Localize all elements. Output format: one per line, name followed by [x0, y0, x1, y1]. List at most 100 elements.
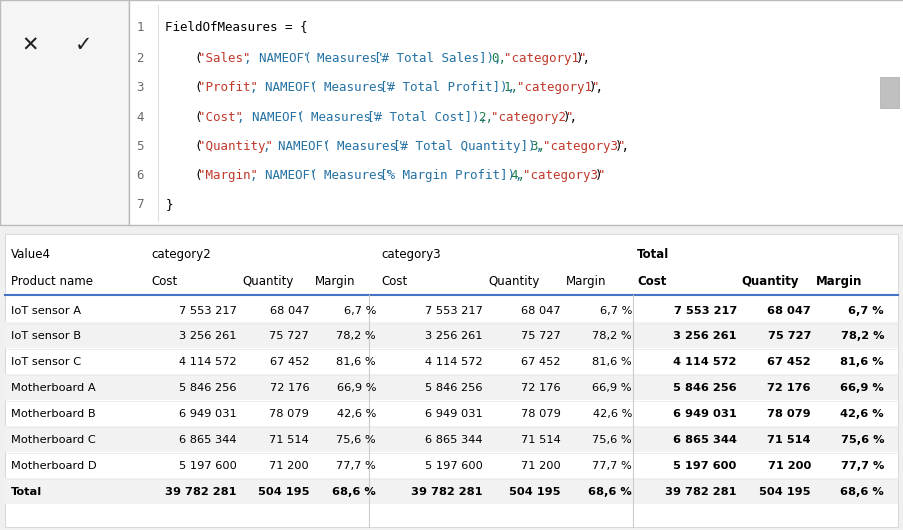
Text: 78 079: 78 079	[520, 409, 560, 419]
Text: ✕: ✕	[21, 35, 39, 55]
Text: (: (	[165, 52, 202, 65]
Text: 6,7 %: 6,7 %	[848, 306, 883, 315]
Text: (: (	[165, 81, 202, 94]
Text: , NAMEOF(: , NAMEOF(	[243, 52, 311, 65]
Text: Quantity: Quantity	[242, 275, 293, 288]
Text: 3: 3	[136, 81, 144, 94]
Text: ): )	[594, 169, 601, 182]
Text: 3 256 261: 3 256 261	[673, 331, 736, 341]
Text: 4 114 572: 4 114 572	[673, 357, 736, 367]
Text: 4 114 572: 4 114 572	[179, 357, 237, 367]
Bar	[5, 322, 897, 348]
Text: Margin: Margin	[314, 275, 355, 288]
Text: 2: 2	[136, 52, 144, 65]
Text: ' Measures': ' Measures'	[308, 81, 391, 94]
Text: 78,2 %: 78,2 %	[591, 331, 631, 341]
Text: 81,6 %: 81,6 %	[840, 357, 883, 367]
Text: 4 114 572: 4 114 572	[424, 357, 482, 367]
Text: FieldOfMeasures = {: FieldOfMeasures = {	[165, 21, 308, 33]
Text: 67 452: 67 452	[269, 357, 309, 367]
Text: Cost: Cost	[152, 275, 178, 288]
Text: 81,6 %: 81,6 %	[336, 357, 376, 367]
Text: ' Measures': ' Measures'	[321, 140, 404, 153]
Text: category3: category3	[381, 248, 441, 261]
Text: "category2": "category2"	[490, 111, 573, 123]
Text: IoT sensor B: IoT sensor B	[11, 331, 80, 341]
Text: IoT sensor C: IoT sensor C	[11, 357, 81, 367]
Text: 72 176: 72 176	[269, 383, 309, 393]
Text: 68,6 %: 68,6 %	[332, 487, 376, 497]
Text: 3 256 261: 3 256 261	[424, 331, 482, 341]
Text: 78,2 %: 78,2 %	[840, 331, 883, 341]
Text: 5 846 256: 5 846 256	[424, 383, 482, 393]
Bar	[0, 0, 129, 225]
Text: [# Total Quantity]),: [# Total Quantity]),	[393, 140, 550, 153]
Text: 68,6 %: 68,6 %	[840, 487, 883, 497]
Text: 504 195: 504 195	[759, 487, 810, 497]
Text: Cost: Cost	[637, 275, 666, 288]
Text: 77,7 %: 77,7 %	[591, 461, 631, 471]
Text: "Sales": "Sales"	[198, 52, 250, 65]
Text: 4,: 4,	[510, 169, 525, 182]
Bar	[5, 374, 897, 400]
Text: Motherboard D: Motherboard D	[11, 461, 97, 471]
Text: 71 200: 71 200	[767, 461, 810, 471]
Text: 6 865 344: 6 865 344	[179, 435, 237, 445]
Text: ),: ),	[614, 140, 628, 153]
Text: ✓: ✓	[74, 35, 92, 55]
Text: 5 197 600: 5 197 600	[673, 461, 736, 471]
Text: , NAMEOF(: , NAMEOF(	[263, 140, 330, 153]
Text: ),: ),	[588, 81, 603, 94]
Text: 75,6 %: 75,6 %	[336, 435, 376, 445]
Text: 7 553 217: 7 553 217	[673, 306, 736, 315]
Text: 6 949 031: 6 949 031	[424, 409, 482, 419]
Text: 5 197 600: 5 197 600	[179, 461, 237, 471]
Text: 0,: 0,	[490, 52, 506, 65]
Text: "Cost": "Cost"	[198, 111, 243, 123]
Bar	[5, 478, 897, 504]
Text: 71 200: 71 200	[269, 461, 309, 471]
Text: , NAMEOF(: , NAMEOF(	[250, 81, 317, 94]
Text: 4: 4	[136, 111, 144, 123]
Text: ' Measures': ' Measures'	[295, 111, 377, 123]
Text: "Quantity": "Quantity"	[198, 140, 273, 153]
Text: 7: 7	[136, 198, 144, 211]
Text: ' Measures': ' Measures'	[308, 169, 391, 182]
Text: 78,2 %: 78,2 %	[336, 331, 376, 341]
Text: "category1": "category1"	[517, 81, 599, 94]
Text: Cost: Cost	[381, 275, 407, 288]
Text: , NAMEOF(: , NAMEOF(	[250, 169, 317, 182]
Text: 78 079: 78 079	[269, 409, 309, 419]
Text: 5 846 256: 5 846 256	[179, 383, 237, 393]
Text: 66,9 %: 66,9 %	[336, 383, 376, 393]
Text: , NAMEOF(: , NAMEOF(	[237, 111, 304, 123]
Text: 39 782 281: 39 782 281	[411, 487, 482, 497]
Text: "category1": "category1"	[503, 52, 586, 65]
Text: Margin: Margin	[565, 275, 606, 288]
Text: 71 514: 71 514	[767, 435, 810, 445]
Text: (: (	[165, 169, 202, 182]
Text: 68 047: 68 047	[520, 306, 560, 315]
Text: 39 782 281: 39 782 281	[165, 487, 237, 497]
Text: (: (	[165, 140, 202, 153]
Text: Quantity: Quantity	[488, 275, 539, 288]
Text: 71 200: 71 200	[520, 461, 560, 471]
Text: }: }	[165, 198, 172, 211]
Text: 7 553 217: 7 553 217	[424, 306, 482, 315]
Text: 75,6 %: 75,6 %	[591, 435, 631, 445]
Text: 39 782 281: 39 782 281	[665, 487, 736, 497]
Bar	[880, 76, 898, 108]
Text: 72 176: 72 176	[767, 383, 810, 393]
Text: 1: 1	[136, 21, 144, 33]
Text: Margin: Margin	[815, 275, 861, 288]
Bar	[129, 0, 903, 225]
Text: 5 846 256: 5 846 256	[673, 383, 736, 393]
Text: ),: ),	[575, 52, 590, 65]
Text: Motherboard C: Motherboard C	[11, 435, 96, 445]
Text: (: (	[165, 111, 202, 123]
Text: "category3": "category3"	[523, 169, 605, 182]
Text: 71 514: 71 514	[520, 435, 560, 445]
Text: category2: category2	[152, 248, 211, 261]
Text: Quantity: Quantity	[740, 275, 798, 288]
Text: "Profit": "Profit"	[198, 81, 257, 94]
